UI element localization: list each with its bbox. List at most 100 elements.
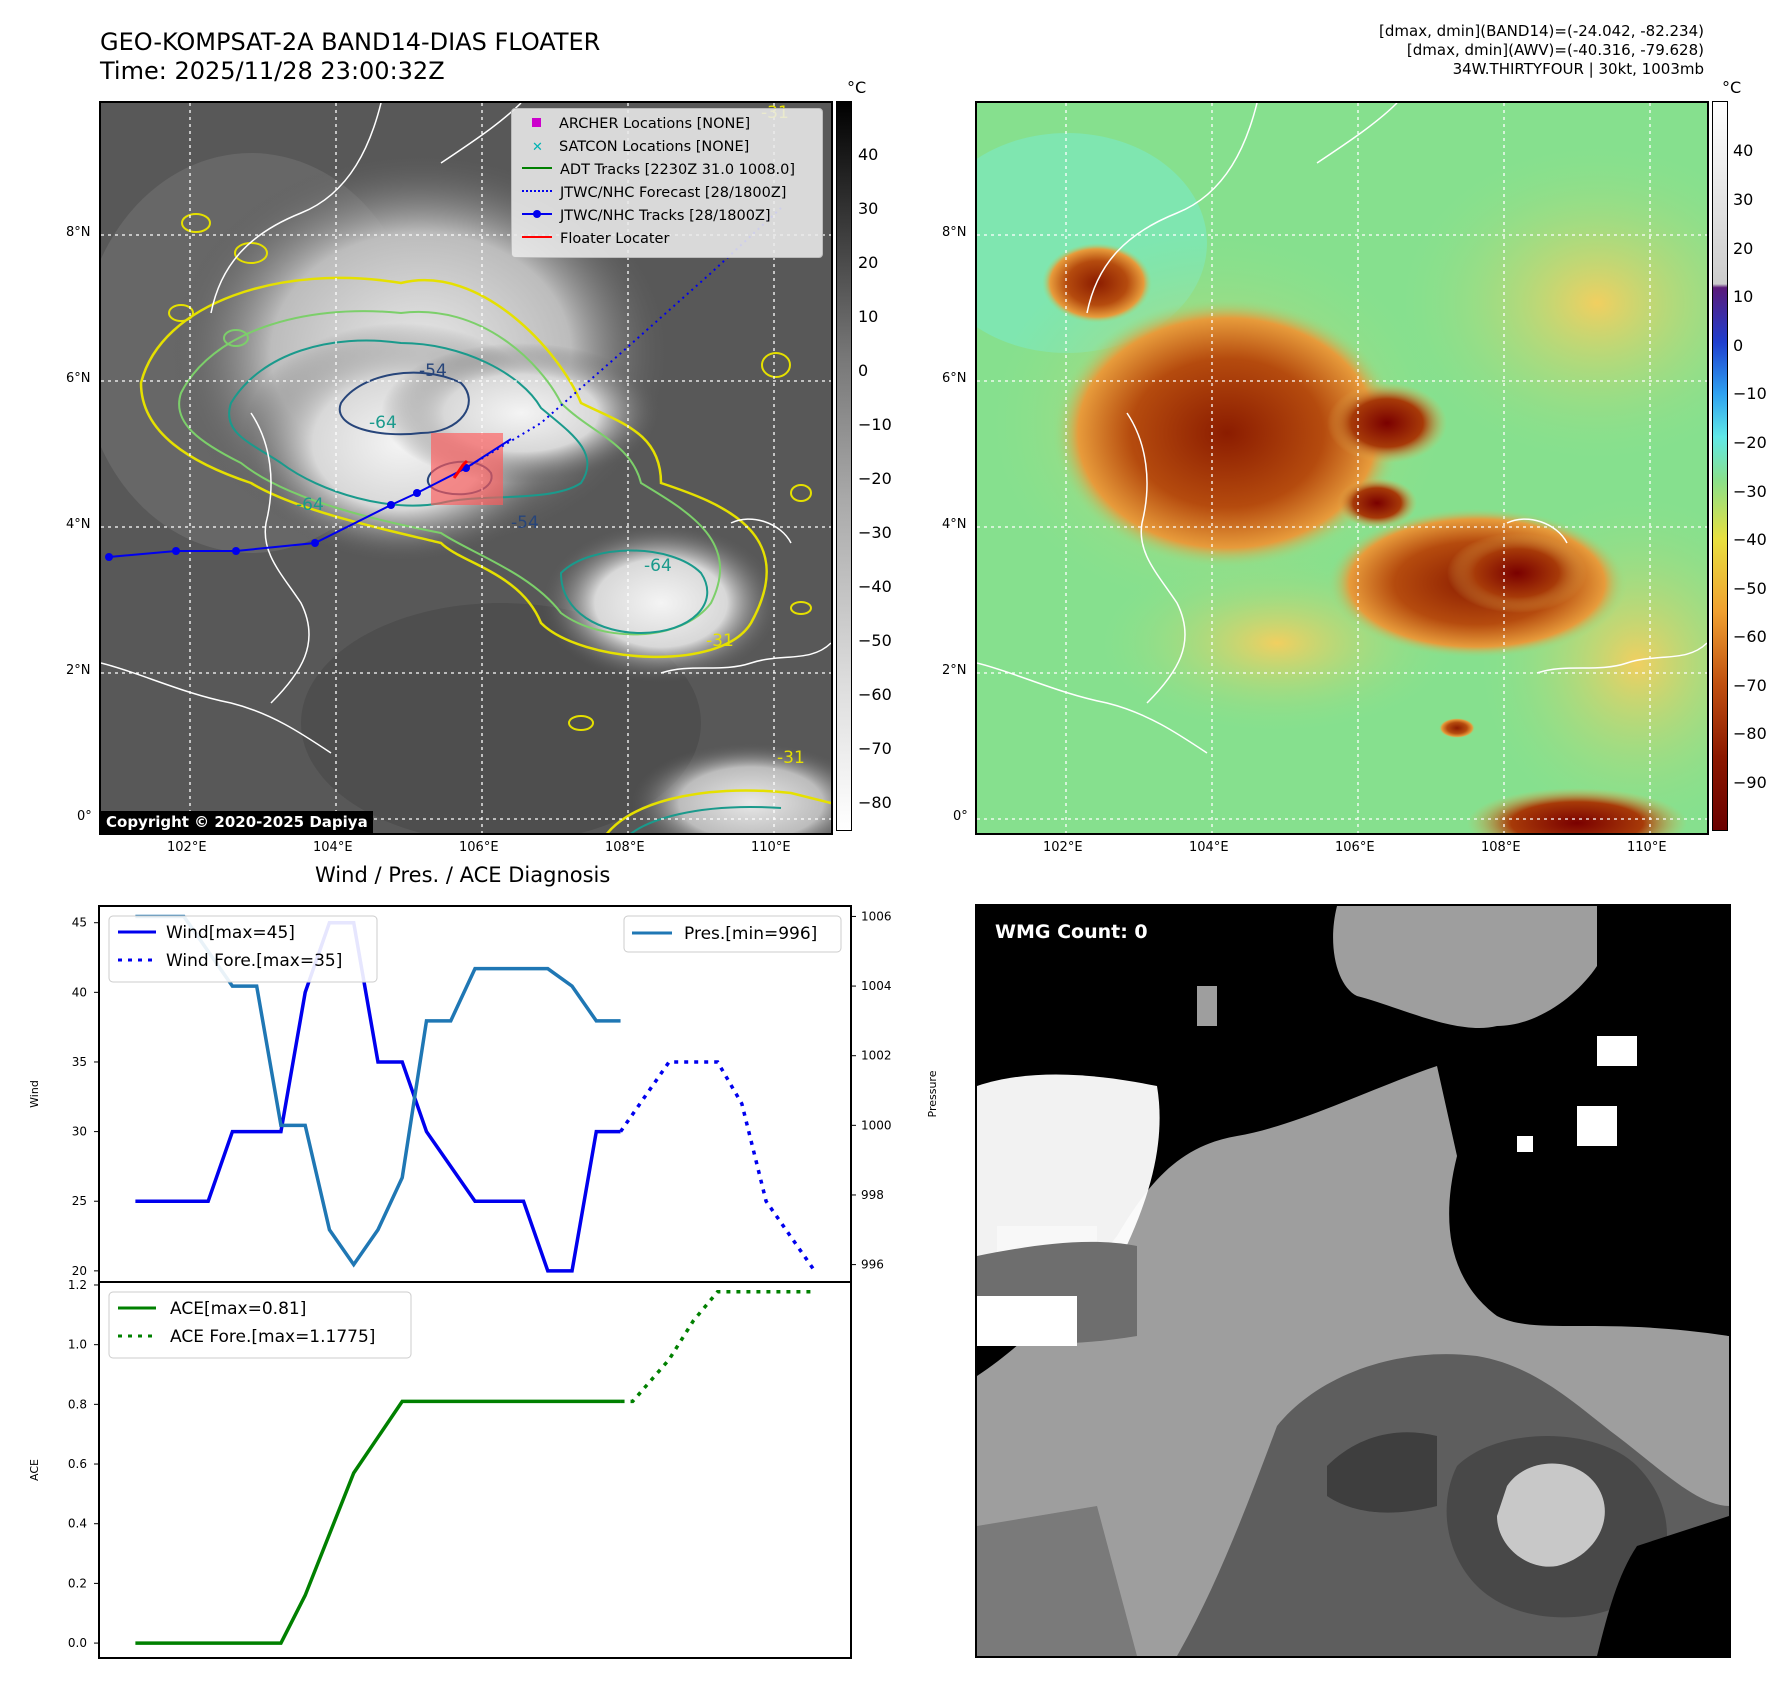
series-line-2 <box>135 914 621 1268</box>
lon-label: 104°E <box>313 840 353 855</box>
y-tick-label: 35 <box>72 1055 87 1069</box>
map-legend: ARCHER Locations [NONE] ✕ SATCON Location… <box>511 108 823 258</box>
legend-label-forecast: JTWC/NHC Forecast [28/1800Z] <box>560 185 787 201</box>
colorbar-tick: −40 <box>858 577 892 596</box>
legend-label: ACE[max=0.81] <box>170 1299 306 1319</box>
lat-label: 4°N <box>66 517 91 532</box>
diagnosis-title: Wind / Pres. / ACE Diagnosis <box>315 863 611 887</box>
pressure-legend <box>623 915 842 953</box>
title-line-2: Time: 2025/11/28 23:00:32Z <box>100 57 445 85</box>
colorbar-tick: −40 <box>1733 530 1767 549</box>
lon-label: 110°E <box>751 840 791 855</box>
colorbar-tick: 0 <box>858 361 869 380</box>
ir-map <box>101 103 831 833</box>
legend-label-adt: ADT Tracks [2230Z 31.0 1008.0] <box>560 162 796 178</box>
solid-line-icon <box>522 236 552 238</box>
y-tick-label: 0.8 <box>68 1397 87 1411</box>
legend-label: Wind Fore.[max=35] <box>166 951 342 971</box>
legend-entry-archer: ARCHER Locations [NONE] <box>522 113 750 136</box>
lat-label: 8°N <box>66 225 91 240</box>
legend-entry-satcon: ✕ SATCON Locations [NONE] <box>522 136 749 159</box>
contour-label: -64 <box>296 495 324 515</box>
colorbar-tick: −70 <box>1733 676 1767 695</box>
legend-label-floater: Floater Locater <box>560 231 670 247</box>
colorbar-tick: 20 <box>1733 239 1754 258</box>
contour-label: -31 <box>777 748 805 768</box>
square-marker-icon <box>532 118 541 127</box>
colorbar-tick: −20 <box>858 469 892 488</box>
colorbar-tick: 30 <box>858 199 879 218</box>
marker-line-icon <box>522 210 552 218</box>
colorbar-tick: −10 <box>1733 384 1767 403</box>
colorbar-tick: −50 <box>1733 579 1767 598</box>
pressure-axis-label: Pressure <box>926 1070 939 1117</box>
legend-label: Wind[max=45] <box>166 923 295 943</box>
legend-label: Pres.[min=996] <box>684 924 817 944</box>
y-tick-label: 1.0 <box>68 1338 87 1352</box>
colorbar-tick: −60 <box>1733 627 1767 646</box>
ace-axis-label: ACE <box>28 1459 41 1481</box>
wmg-count-label: WMG Count: 0 <box>995 921 1148 943</box>
info-line-1: [dmax, dmin](BAND14)=(-24.042, -82.234) <box>1379 22 1704 40</box>
awv-map <box>977 103 1707 833</box>
colorbar-tick: 20 <box>858 253 879 272</box>
colorbar-unit: °C <box>847 78 867 97</box>
y-tick-label: 40 <box>72 985 87 999</box>
y-tick-label: 30 <box>72 1125 87 1139</box>
info-line-3: 34W.THIRTYFOUR | 30kt, 1003mb <box>1452 60 1704 78</box>
color-colorbar <box>1712 101 1728 831</box>
lon-label: 106°E <box>459 840 499 855</box>
y-tick-label: 0.4 <box>68 1517 87 1531</box>
lon-label: 102°E <box>1043 840 1083 855</box>
lat-label: 0° <box>77 809 92 824</box>
copyright-badge: Copyright © 2020-2025 Dapiya <box>101 811 373 833</box>
figure-title: GEO-KOMPSAT-2A BAND14-DIAS FLOATER Time:… <box>100 28 600 86</box>
wind-axis-label: Wind <box>28 1080 41 1108</box>
ace-legend <box>108 1291 412 1359</box>
ace-series-line-1 <box>620 1289 815 1404</box>
y-tick-label: 0.0 <box>68 1636 87 1650</box>
legend-label-archer: ARCHER Locations [NONE] <box>559 116 751 132</box>
gray-colorbar <box>836 101 852 831</box>
colorbar-tick: 0 <box>1733 336 1744 355</box>
legend-label-tracks: JTWC/NHC Tracks [28/1800Z] <box>560 208 771 224</box>
y2-tick-label: 1000 <box>861 1118 892 1132</box>
lat-label: 2°N <box>66 663 91 678</box>
lon-label: 108°E <box>1481 840 1521 855</box>
y2-tick-label: 998 <box>861 1188 884 1202</box>
y2-tick-label: 1004 <box>861 979 892 993</box>
lon-label: 102°E <box>167 840 207 855</box>
colorbar-tick: −80 <box>858 793 892 812</box>
lon-label: 104°E <box>1189 840 1229 855</box>
info-line-2: [dmax, dmin](AWV)=(-40.316, -79.628) <box>1406 41 1704 59</box>
colorbar-tick: 30 <box>1733 190 1754 209</box>
colorbar-tick: 10 <box>1733 287 1754 306</box>
ace-axes <box>98 1281 852 1659</box>
solid-line-icon <box>522 167 552 169</box>
ace-series-line-0 <box>135 1399 621 1645</box>
lat-label: 0° <box>953 809 968 824</box>
series-line-0 <box>135 920 621 1273</box>
series-line-1 <box>619 1060 817 1272</box>
ir-map-panel: -64 -64 -64 -31 -31 -31 -54 -54 ARCHER L… <box>99 101 833 835</box>
y-tick-label: 45 <box>72 916 87 930</box>
lon-label: 108°E <box>605 840 645 855</box>
wind-legend <box>108 915 378 983</box>
contour-label: -54 <box>511 513 539 533</box>
contour-label: -64 <box>369 413 397 433</box>
lat-label: 6°N <box>66 371 91 386</box>
legend-label-satcon: SATCON Locations [NONE] <box>559 139 750 155</box>
lat-label: 8°N <box>942 225 967 240</box>
lat-label: 4°N <box>942 517 967 532</box>
y-tick-label: 0.6 <box>68 1457 87 1471</box>
y2-tick-label: 1006 <box>861 909 892 923</box>
colorbar-tick: −90 <box>1733 773 1767 792</box>
awv-map-panel <box>975 101 1709 835</box>
contour-label: -64 <box>644 556 672 576</box>
legend-entry-forecast: JTWC/NHC Forecast [28/1800Z] <box>522 182 786 205</box>
legend-label: ACE Fore.[max=1.1775] <box>170 1327 375 1347</box>
title-line-1: GEO-KOMPSAT-2A BAND14-DIAS FLOATER <box>100 28 601 56</box>
colorbar-tick: −50 <box>858 631 892 650</box>
x-marker-icon: ✕ <box>532 140 543 155</box>
